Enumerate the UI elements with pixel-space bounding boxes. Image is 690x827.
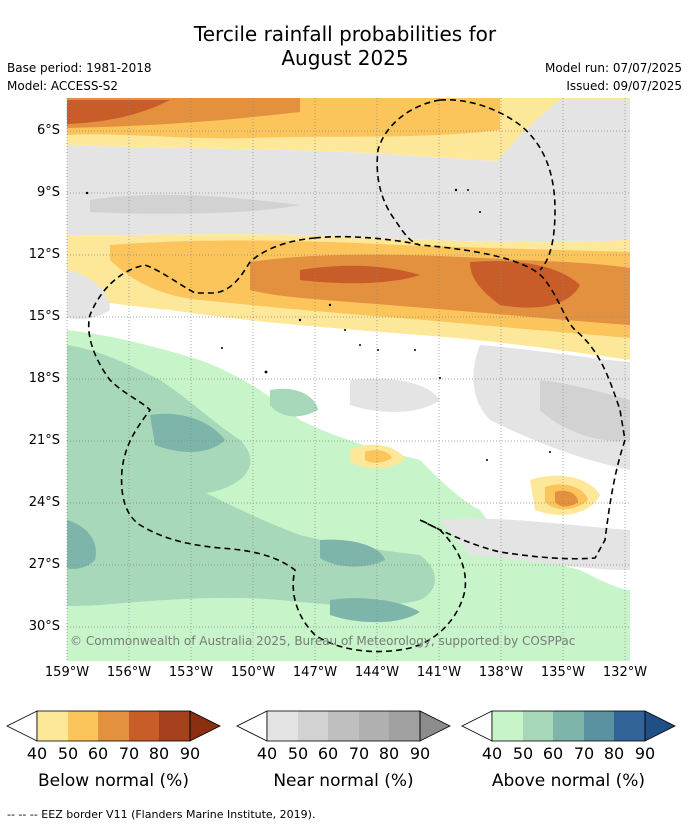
- cb-near-2: [328, 711, 359, 741]
- model-name: Model: ACCESS-S2: [7, 79, 119, 93]
- y-tick-24s: 24°S: [28, 495, 60, 510]
- cb-above-tick: 60: [542, 744, 564, 763]
- meta-left: Base period: 1981-2018 Model: ACCESS-S2: [7, 59, 152, 95]
- cb-above-tick: 80: [603, 744, 625, 763]
- cb-below-tick: 40: [26, 744, 48, 763]
- cb-below-tick: 90: [179, 744, 201, 763]
- copyright-note: © Commonwealth of Australia 2025, Bureau…: [70, 634, 576, 648]
- map-title-line1: Tercile rainfall probabilities for: [193, 22, 497, 46]
- colorbar-below: [6, 710, 221, 742]
- cb-near-1: [298, 711, 328, 741]
- colorbar-above: [461, 710, 676, 742]
- x-tick-144w: 144°W: [354, 665, 400, 680]
- cb-below-tick: 80: [148, 744, 170, 763]
- cb-below-tick: 60: [87, 744, 109, 763]
- meta-right: Model run: 07/07/2025 Issued: 09/07/2025: [545, 59, 682, 95]
- x-tick-147w: 147°W: [292, 665, 338, 680]
- map-title-line2: August 2025: [281, 46, 409, 70]
- gridlines: [66, 98, 630, 661]
- cb-below-tick: 50: [57, 744, 79, 763]
- x-tick-156w: 156°W: [106, 665, 152, 680]
- y-tick-15s: 15°S: [28, 309, 60, 324]
- model-run: Model run: 07/07/2025: [544, 61, 682, 75]
- y-tick-18s: 18°S: [28, 371, 60, 386]
- x-tick-159w: 159°W: [44, 665, 90, 680]
- cb-below-3: [129, 711, 159, 741]
- eez-footer-note: -- -- -- EEZ border V11 (Flanders Marine…: [7, 808, 316, 821]
- cb-near-title: Near normal (%): [273, 771, 414, 791]
- map-fields: [67, 98, 630, 661]
- cb-above-0: [492, 711, 523, 741]
- base-period: Base period: 1981-2018: [7, 61, 152, 75]
- y-tick-9s: 9°S: [36, 185, 60, 200]
- y-tick-30s: 30°S: [28, 619, 60, 634]
- x-tick-132w: 132°W: [602, 665, 648, 680]
- cb-below-title: Below normal (%): [38, 771, 189, 791]
- cb-above-tick: 70: [573, 744, 595, 763]
- cb-near-tick: 50: [287, 744, 309, 763]
- cb-above-tick: 90: [634, 744, 656, 763]
- cb-near-3: [359, 711, 389, 741]
- cb-below-2: [98, 711, 129, 741]
- y-tick-6s: 6°S: [36, 123, 60, 138]
- colorbar-near: [236, 710, 451, 742]
- cb-above-1: [523, 711, 553, 741]
- cb-above-tick: 50: [512, 744, 534, 763]
- cb-below-1: [68, 711, 98, 741]
- cb-below-tick: 70: [118, 744, 140, 763]
- cb-near-4: [389, 711, 420, 741]
- cb-near-tick: 40: [256, 744, 278, 763]
- cb-near-tick: 90: [409, 744, 431, 763]
- map-title: Tercile rainfall probabilities for Augus…: [0, 22, 690, 70]
- colorbars: [6, 710, 676, 742]
- x-tick-150w: 150°W: [230, 665, 276, 680]
- cb-above-3: [584, 711, 614, 741]
- cb-near-tick: 60: [317, 744, 339, 763]
- y-tick-21s: 21°S: [28, 433, 60, 448]
- cb-near-tick: 70: [348, 744, 370, 763]
- cb-above-tick: 40: [481, 744, 503, 763]
- cb-near-0: [267, 711, 298, 741]
- cb-above-2: [553, 711, 584, 741]
- islands: [85, 188, 551, 461]
- cb-below-0: [37, 711, 68, 741]
- cb-below-4: [159, 711, 190, 741]
- cb-above-4: [614, 711, 645, 741]
- x-tick-141w: 141°W: [416, 665, 462, 680]
- x-tick-135w: 135°W: [540, 665, 586, 680]
- y-tick-12s: 12°S: [28, 247, 60, 262]
- cb-above-title: Above normal (%): [491, 771, 646, 791]
- x-tick-153w: 153°W: [168, 665, 214, 680]
- x-tick-138w: 138°W: [478, 665, 524, 680]
- cb-near-tick: 80: [378, 744, 400, 763]
- y-tick-27s: 27°S: [28, 557, 60, 572]
- issued-date: Issued: 09/07/2025: [566, 79, 682, 93]
- eez-border: [87, 99, 626, 653]
